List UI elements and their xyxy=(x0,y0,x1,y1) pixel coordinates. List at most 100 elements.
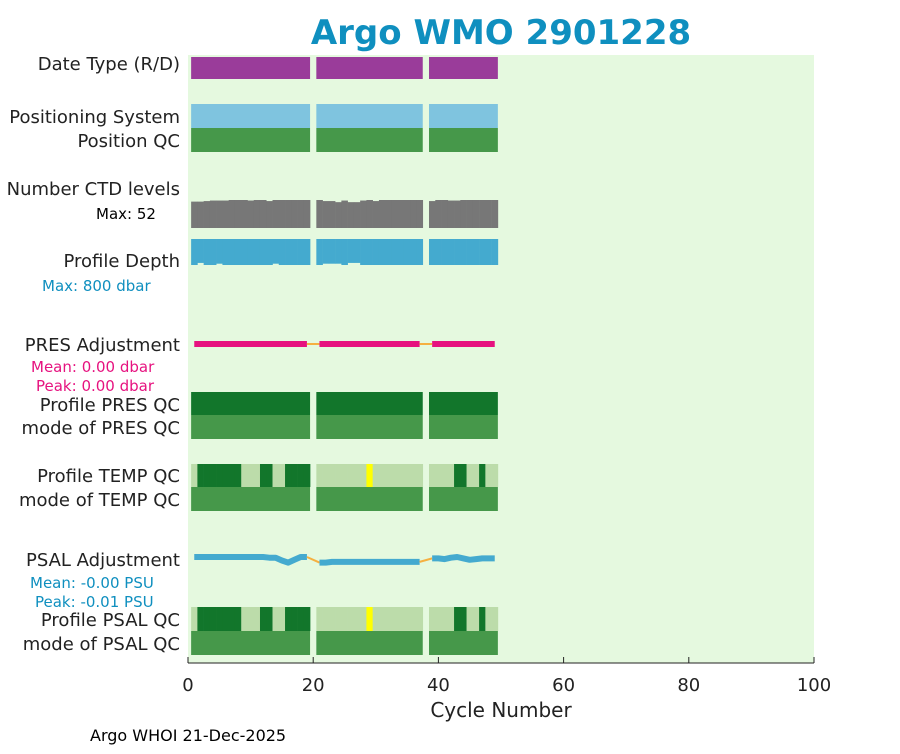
profile-psal-qc-cell-32 xyxy=(385,607,392,631)
date-type-block-1 xyxy=(191,57,311,79)
row-label-profile-temp-qc: Profile TEMP QC xyxy=(37,466,180,487)
row-label-profile-psal-qc: Profile PSAL QC xyxy=(41,610,180,631)
x-tick-label-80: 80 xyxy=(677,675,700,696)
mode-psal-qc-block-1 xyxy=(191,631,311,655)
ctd-levels-bar-23 xyxy=(328,201,336,228)
profile-depth-bar-17 xyxy=(291,239,298,265)
profile-temp-qc-cell-48 xyxy=(485,464,492,487)
profile-temp-qc-cell-23 xyxy=(328,464,336,487)
pres-peak-annotation: Peak: 0.00 dbar xyxy=(36,377,155,395)
chart-marks xyxy=(191,57,499,655)
profile-temp-qc-cell-4 xyxy=(209,464,217,487)
ctd-levels-bar-16 xyxy=(285,200,292,228)
ctd-levels-bar-22 xyxy=(322,201,330,228)
positioning-system-block-2 xyxy=(316,104,423,128)
row-label-psal-adjustment: PSAL Adjustment xyxy=(26,550,180,571)
profile-temp-qc-cell-2 xyxy=(197,464,204,487)
profile-psal-qc-cell-26 xyxy=(347,607,355,631)
profile-temp-qc-cell-24 xyxy=(335,464,342,487)
profile-psal-qc-cell-49 xyxy=(491,607,499,631)
profile-psal-qc-cell-29 xyxy=(366,607,373,631)
profile-pres-qc-block-3 xyxy=(429,392,498,415)
profile-depth-bar-25 xyxy=(341,239,348,265)
ctd-levels-bar-21 xyxy=(316,200,323,228)
x-tick-label-0: 0 xyxy=(182,675,193,696)
profile-temp-qc-cell-40 xyxy=(435,464,442,487)
profile-depth-bar-4 xyxy=(209,239,217,265)
profile-temp-qc-cell-47 xyxy=(479,464,486,487)
ctd-levels-bar-8 xyxy=(234,200,242,228)
ctd-levels-bar-29 xyxy=(366,200,373,228)
profile-depth-bar-39 xyxy=(429,239,436,265)
profile-depth-bar-10 xyxy=(247,239,255,265)
row-label-positioning-system: Positioning System xyxy=(9,107,180,128)
ctd-levels-bar-48 xyxy=(485,200,492,228)
ctd-levels-bar-46 xyxy=(472,200,480,228)
profile-psal-qc-cell-7 xyxy=(228,607,236,631)
profile-temp-qc-cell-7 xyxy=(228,464,236,487)
ctd-levels-bar-42 xyxy=(447,200,455,228)
profile-psal-qc-cell-28 xyxy=(360,607,367,631)
profile-temp-qc-cell-31 xyxy=(378,464,386,487)
row-label-date-type: Date Type (R/D) xyxy=(38,54,180,75)
ctd-levels-bar-3 xyxy=(203,201,211,228)
profile-temp-qc-cell-46 xyxy=(472,464,480,487)
ctd-levels-bar-37 xyxy=(416,200,424,228)
row-label-mode-pres-qc: mode of PRES QC xyxy=(22,418,180,439)
profile-temp-qc-cell-39 xyxy=(429,464,436,487)
position-qc-block-2 xyxy=(316,128,423,152)
ctd-levels-bar-15 xyxy=(278,200,286,228)
profile-psal-qc-cell-46 xyxy=(472,607,480,631)
profile-psal-qc-cell-37 xyxy=(416,607,424,631)
ctd-levels-bar-45 xyxy=(466,200,474,228)
profile-psal-qc-cell-2 xyxy=(197,607,204,631)
row-label-mode-psal-qc: mode of PSAL QC xyxy=(23,634,180,655)
profile-temp-qc-cell-36 xyxy=(410,464,417,487)
profile-temp-qc-cell-1 xyxy=(191,464,198,487)
profile-temp-qc-cell-18 xyxy=(297,464,305,487)
mode-pres-qc-block-1 xyxy=(191,415,311,439)
ctd-levels-bar-14 xyxy=(272,200,280,228)
profile-psal-qc-cell-13 xyxy=(266,607,273,631)
profile-psal-qc-cell-10 xyxy=(247,607,255,631)
profile-depth-bar-7 xyxy=(228,239,236,265)
profile-psal-qc-cell-44 xyxy=(460,607,467,631)
profile-psal-qc-cell-5 xyxy=(216,607,223,631)
x-axis: 0 20 40 60 80 100 Cycle Number xyxy=(182,657,831,722)
profile-psal-qc-cell-25 xyxy=(341,607,348,631)
profile-temp-qc-cell-19 xyxy=(303,464,311,487)
profile-psal-qc-cell-21 xyxy=(316,607,323,631)
profile-psal-qc-cell-41 xyxy=(441,607,449,631)
profile-psal-qc-cell-40 xyxy=(435,607,442,631)
row-label-pres-adjustment: PRES Adjustment xyxy=(25,335,180,356)
profile-psal-qc-cell-3 xyxy=(203,607,211,631)
ctd-levels-bar-43 xyxy=(454,200,461,228)
profile-depth-bar-22 xyxy=(322,239,330,264)
profile-depth-bar-48 xyxy=(485,239,492,265)
profile-depth-bar-32 xyxy=(385,239,392,265)
positioning-system-block-3 xyxy=(429,104,498,128)
profile-psal-qc-cell-16 xyxy=(285,607,292,631)
mode-temp-qc-block-3 xyxy=(429,487,498,511)
profile-temp-qc-cell-17 xyxy=(291,464,298,487)
profile-psal-qc-cell-31 xyxy=(378,607,386,631)
ctd-levels-bar-30 xyxy=(372,201,380,228)
ctd-levels-bar-44 xyxy=(460,200,467,228)
ctd-levels-bar-28 xyxy=(360,200,367,228)
profile-temp-qc-cell-30 xyxy=(372,464,380,487)
footer-credit: Argo WHOI 21-Dec-2025 xyxy=(90,726,286,745)
ctd-levels-bar-27 xyxy=(353,202,361,228)
profile-temp-qc-cell-42 xyxy=(447,464,455,487)
ctd-levels-bar-32 xyxy=(385,200,392,228)
profile-psal-qc-cell-18 xyxy=(297,607,305,631)
ctd-levels-bar-12 xyxy=(259,200,267,228)
ctd-levels-bar-11 xyxy=(253,200,261,228)
profile-temp-qc-cell-45 xyxy=(466,464,474,487)
profile-depth-bar-46 xyxy=(472,239,480,265)
profile-temp-qc-cell-22 xyxy=(322,464,330,487)
profile-depth-bar-47 xyxy=(479,239,486,265)
ctd-levels-bar-9 xyxy=(241,200,248,228)
profile-temp-qc-cell-12 xyxy=(259,464,267,487)
profile-temp-qc-cell-33 xyxy=(391,464,399,487)
